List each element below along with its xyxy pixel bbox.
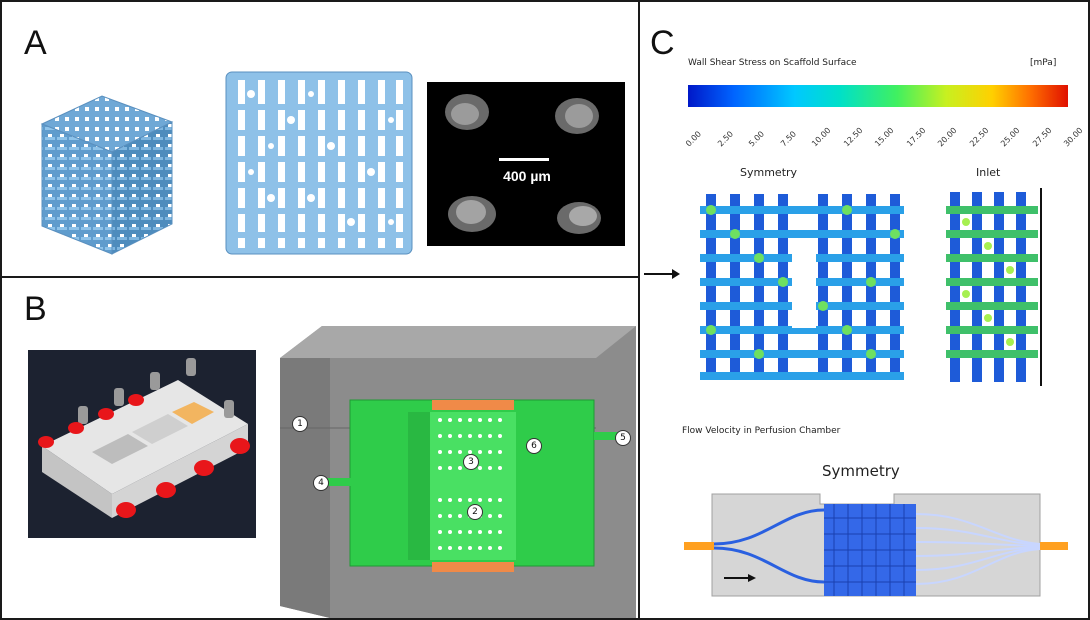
flow-direction-arrow-icon <box>644 269 680 279</box>
micro-ct-image: 400 µm <box>427 82 625 246</box>
flow-symmetry-label: Symmetry <box>822 462 900 480</box>
wss-title: Wall Shear Stress on Scaffold Surface <box>688 58 857 68</box>
callout-3: 3 <box>463 454 479 470</box>
bioreactor-device-render <box>28 350 256 538</box>
panel-b-label: B <box>24 290 47 328</box>
colorbar-tick-label: 5.00 <box>747 129 766 149</box>
scaffold-top-view-render <box>225 71 413 255</box>
micro-ct-struts <box>445 94 601 234</box>
callout-4: 4 <box>313 475 329 491</box>
colorbar-tick-label: 30.00 <box>1062 125 1085 149</box>
colorbar-tick-label: 10.00 <box>810 125 833 149</box>
inlet-label: Inlet <box>976 166 1001 179</box>
colorbar-tick-label: 0.00 <box>684 129 703 149</box>
colorbar-tick-label: 12.50 <box>841 125 865 149</box>
panel-c: C Wall Shear Stress on Scaffold Surface … <box>638 0 1090 620</box>
colorbar-tick-label: 22.50 <box>967 125 991 149</box>
callout-2: 2 <box>467 504 483 520</box>
scaffold-isometric-render <box>40 95 174 255</box>
colorbar-tick-label: 17.50 <box>904 125 928 149</box>
flow-title: Flow Velocity in Perfusion Chamber <box>682 426 841 436</box>
panel-c-label: C <box>650 24 675 62</box>
callout-6: 6 <box>526 438 542 454</box>
colorbar-tick-label: 25.00 <box>999 125 1022 149</box>
perfusion-chamber-cutaway <box>280 326 636 618</box>
panel-b: B <box>0 276 640 620</box>
wss-colorbar <box>688 85 1068 107</box>
device-illustration <box>38 358 250 518</box>
colorbar-tick-label: 2.50 <box>715 129 735 149</box>
symmetry-label: Symmetry <box>740 166 798 179</box>
wss-symmetry-map <box>700 188 904 384</box>
colorbar-tick-label: 20.00 <box>936 125 959 149</box>
colorbar-tick-label: 15.00 <box>873 125 896 149</box>
colorbar-tick-label: 7.50 <box>778 129 798 149</box>
callout-1: 1 <box>292 416 308 432</box>
flow-velocity-chamber <box>684 493 1068 597</box>
scale-bar-label: 400 µm <box>503 168 551 184</box>
colorbar-tick-label: 27.50 <box>1030 125 1054 149</box>
callout-5: 5 <box>615 430 631 446</box>
panel-a-label: A <box>24 24 47 62</box>
wss-inlet-map <box>946 188 1044 386</box>
wss-unit: [mPa] <box>1030 58 1057 68</box>
panel-a: A <box>0 0 640 278</box>
